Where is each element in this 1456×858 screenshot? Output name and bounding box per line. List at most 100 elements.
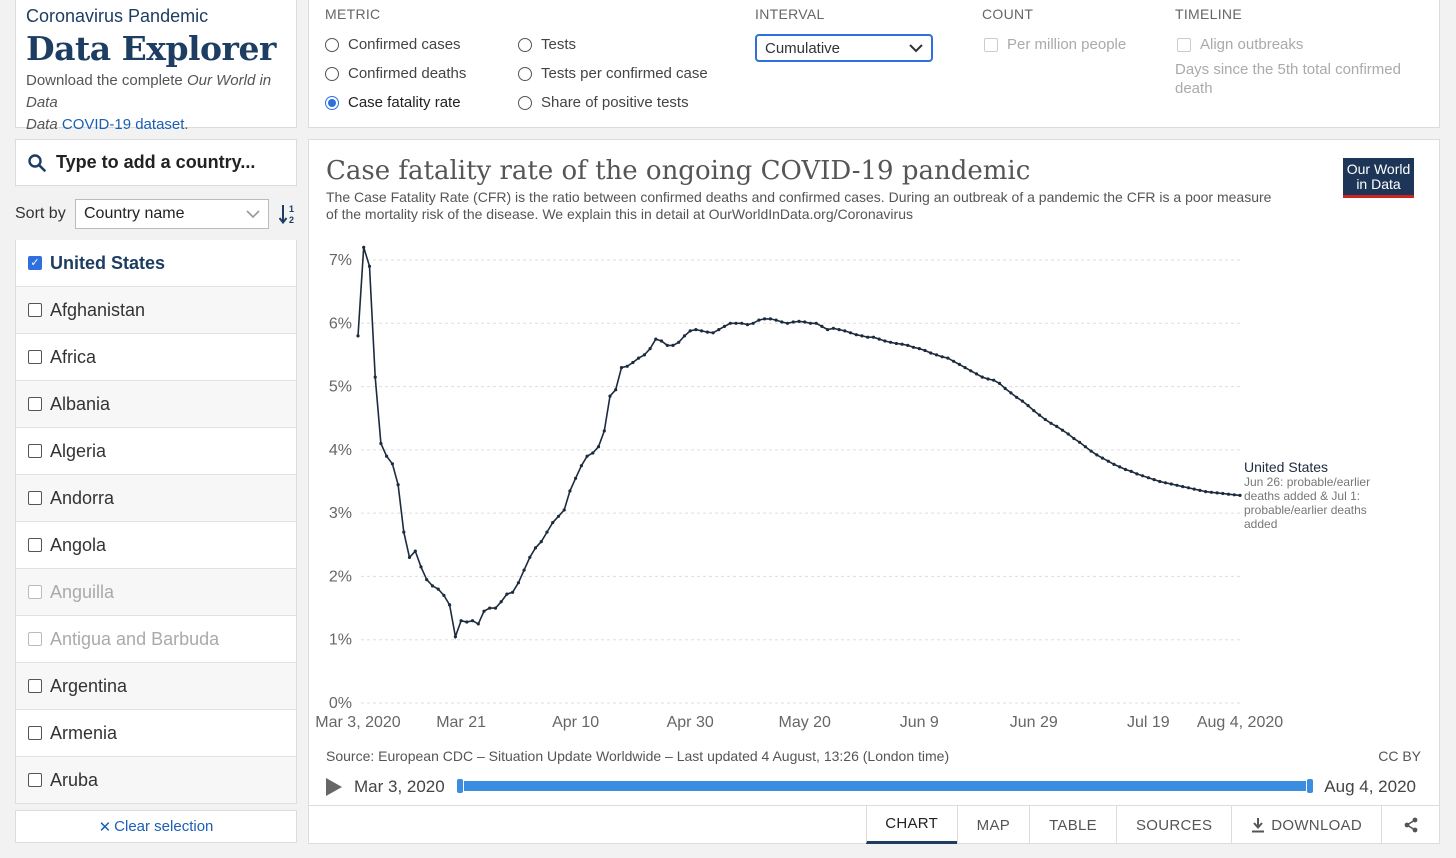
country-label: Armenia <box>50 722 118 743</box>
radio-icon <box>518 37 532 52</box>
timeline-end-handle[interactable] <box>1306 778 1314 794</box>
country-list: ✓ United States Afghanistan Africa Albania Al… <box>15 240 297 808</box>
data-point <box>694 328 698 332</box>
country-item[interactable]: Aruba <box>15 757 297 804</box>
chart-tabs: CHART MAP TABLE SOURCES DOWNLOAD <box>309 805 1439 844</box>
data-point <box>642 353 646 357</box>
data-point <box>1169 482 1173 486</box>
interval-heading: INTERVAL <box>755 6 825 22</box>
data-point <box>1095 453 1099 457</box>
tab-sources[interactable]: SOURCES <box>1115 806 1231 844</box>
metric-option[interactable]: Share of positive tests <box>518 94 689 111</box>
country-item[interactable]: Africa <box>15 334 297 381</box>
chart-subtitle: The Case Fatality Rate (CFR) is the rati… <box>326 189 1272 222</box>
data-point <box>1015 395 1019 399</box>
country-item[interactable]: ✓ United States <box>15 240 297 287</box>
timeline-range-bar[interactable] <box>456 778 1314 794</box>
data-point <box>579 464 583 468</box>
metric-option[interactable]: Confirmed cases <box>325 36 461 53</box>
interval-select[interactable]: Cumulative <box>755 34 933 62</box>
data-point <box>436 587 440 591</box>
country-label: Anguilla <box>50 581 115 602</box>
data-point <box>1020 399 1024 403</box>
data-point <box>385 454 389 458</box>
data-point <box>1043 417 1047 422</box>
per-million-checkbox[interactable]: Per million people <box>984 36 1126 53</box>
dataset-link[interactable]: COVID-19 dataset <box>61 116 185 133</box>
data-point <box>837 328 841 332</box>
checkbox-icon <box>28 632 42 646</box>
x-tick-label: Apr 30 <box>667 714 714 731</box>
data-point <box>476 622 480 626</box>
data-point <box>1215 491 1219 495</box>
tab-download[interactable]: DOWNLOAD <box>1231 806 1381 844</box>
country-item[interactable]: Armenia <box>15 710 297 757</box>
country-item[interactable]: Angola <box>15 522 297 569</box>
timeline-start-handle[interactable] <box>456 778 464 794</box>
data-point <box>419 565 423 569</box>
series-annotation: Jun 26: probable/earlier <box>1244 475 1370 489</box>
data-point <box>367 264 372 268</box>
data-point <box>803 320 807 324</box>
data-point <box>871 335 876 339</box>
data-point <box>528 555 532 559</box>
country-item[interactable]: Argentina <box>15 663 297 710</box>
clear-selection-button[interactable]: ✕ Clear selection <box>15 810 297 843</box>
y-tick-label: 0% <box>329 695 352 712</box>
data-point <box>780 320 784 324</box>
tab-chart[interactable]: CHART <box>865 806 957 844</box>
country-item[interactable]: Algeria <box>15 428 297 475</box>
share-icon[interactable] <box>1381 806 1439 844</box>
data-point <box>1118 465 1122 469</box>
sort-alpha-icon[interactable]: 1 2 <box>279 203 299 225</box>
data-point <box>934 353 939 357</box>
x-tick-label: Jul 19 <box>1127 714 1170 731</box>
play-icon[interactable] <box>326 778 342 796</box>
align-hint: Days since the 5th total confirmed death <box>1175 61 1401 97</box>
sort-select[interactable]: Country name <box>75 199 269 229</box>
data-point <box>493 606 498 610</box>
data-point <box>1163 481 1168 485</box>
chart-panel: 0% 1% 2% 3% 4% 5% 6% 7% Mar 3, 2020 Mar 21 Apr 10 A… <box>308 139 1440 844</box>
country-search-box[interactable]: Type to add a country... <box>15 139 297 186</box>
timeline-slider: Mar 3, 2020 Aug 4, 2020 <box>326 776 1416 798</box>
align-outbreaks-checkbox[interactable]: Align outbreaks <box>1177 36 1303 53</box>
data-point <box>413 549 417 553</box>
data-point <box>1232 493 1236 497</box>
country-item[interactable]: Albania <box>15 381 297 428</box>
x-tick-label: Mar 3, 2020 <box>315 714 400 731</box>
data-point <box>757 318 761 322</box>
data-point <box>425 578 429 582</box>
radio-selected-icon <box>325 95 339 110</box>
data-point <box>1100 456 1105 460</box>
country-item: Antigua and Barbuda <box>15 616 297 663</box>
data-point <box>688 329 692 333</box>
metric-option[interactable]: Case fatality rate <box>325 94 461 111</box>
y-tick-label: 5% <box>329 379 352 396</box>
data-point <box>974 372 979 376</box>
data-point <box>654 337 658 341</box>
checkbox-icon <box>28 585 42 599</box>
metric-option[interactable]: Tests per confirmed case <box>518 65 708 82</box>
country-item: Anguilla <box>15 569 297 616</box>
data-point <box>608 394 612 398</box>
data-point <box>940 355 944 359</box>
data-point <box>596 445 601 449</box>
data-point <box>407 555 412 559</box>
country-item[interactable]: Afghanistan <box>15 287 297 334</box>
metric-option[interactable]: Tests <box>518 36 576 53</box>
data-point <box>946 356 950 360</box>
checkbox-icon <box>28 303 42 317</box>
license-label[interactable]: CC BY <box>1378 748 1421 764</box>
owid-logo[interactable]: Our World in Data <box>1343 158 1414 198</box>
checkbox-icon <box>28 444 42 458</box>
tab-table[interactable]: TABLE <box>1029 806 1116 844</box>
country-item[interactable]: Andorra <box>15 475 297 522</box>
data-point <box>574 476 578 480</box>
data-point <box>390 462 394 466</box>
metric-option[interactable]: Confirmed deaths <box>325 65 466 82</box>
tab-map[interactable]: MAP <box>956 806 1029 844</box>
search-input[interactable]: Type to add a country... <box>56 152 256 172</box>
data-point <box>551 521 555 525</box>
country-label: United States <box>50 252 166 273</box>
